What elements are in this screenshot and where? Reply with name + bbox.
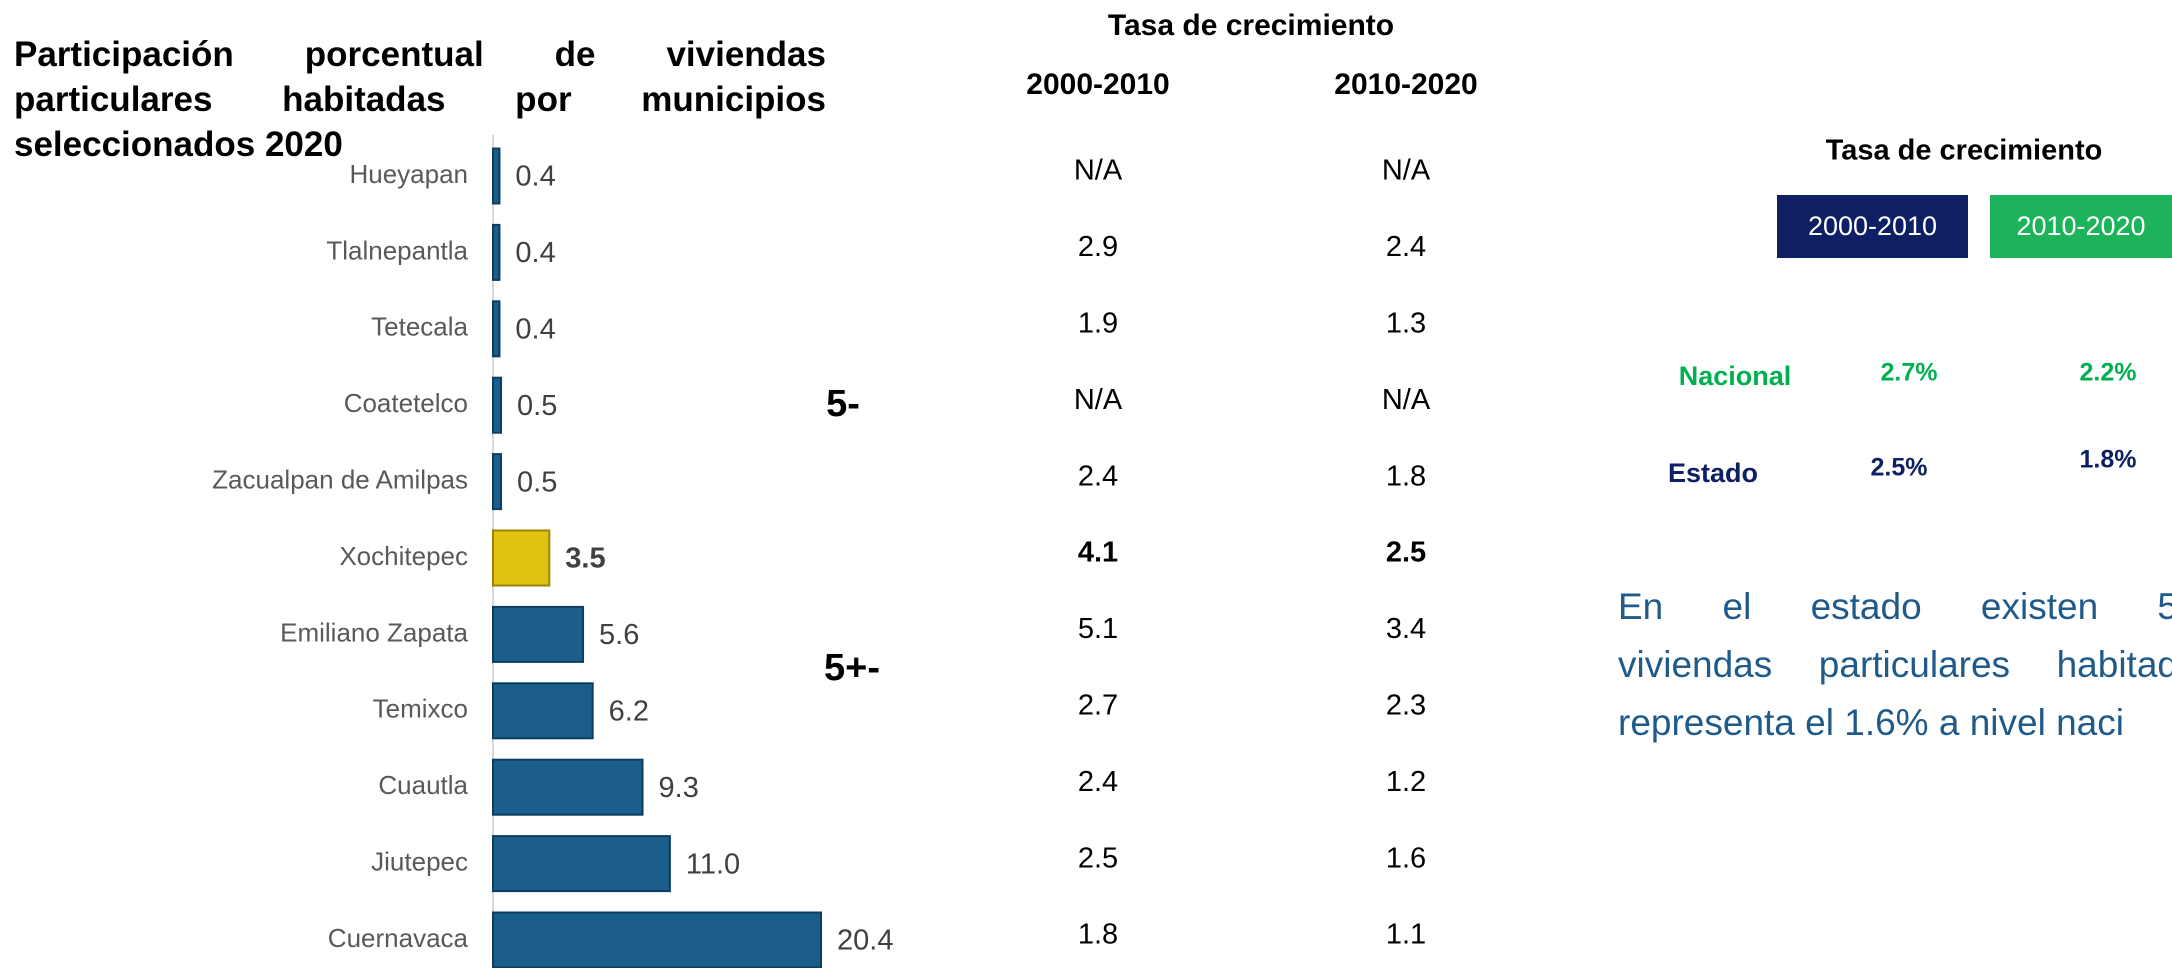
table-title: Tasa de crecimiento — [1108, 9, 1394, 42]
category-label: Coatetelco — [344, 388, 468, 418]
category-label: Cuautla — [378, 770, 468, 800]
table-cell: 2.4 — [1078, 460, 1118, 492]
table-cell: 4.1 — [1078, 537, 1118, 569]
annotation: 5- — [826, 383, 860, 425]
category-label: Tlalnepantla — [326, 235, 468, 265]
summary-value: 1.8% — [2080, 446, 2137, 474]
table-cell: N/A — [1382, 155, 1431, 187]
table-cell: N/A — [1382, 384, 1431, 416]
table-cell: 2.4 — [1386, 231, 1426, 263]
bar — [492, 223, 501, 281]
value-label: 0.4 — [515, 313, 555, 345]
summary-value: 2.2% — [2080, 359, 2137, 387]
category-label: Cuernavaca — [328, 923, 469, 953]
value-label: 6.2 — [609, 695, 649, 727]
value-label: 0.5 — [517, 390, 557, 422]
bar — [492, 682, 594, 740]
note-line: viviendas particulares habitad — [1618, 644, 2172, 685]
table-cell: N/A — [1074, 384, 1123, 416]
row-label: Nacional — [1679, 361, 1792, 391]
table-cell: 1.6 — [1386, 842, 1426, 874]
note-line: representa el 1.6% a nivel naci — [1618, 702, 2124, 743]
bar — [492, 605, 585, 663]
value-label: 0.4 — [515, 161, 555, 193]
table-cell: 1.1 — [1386, 919, 1426, 951]
category-label: Jiutepec — [371, 846, 468, 876]
table-cell: 2.5 — [1386, 537, 1426, 569]
table-cell: 1.2 — [1386, 766, 1426, 798]
table-cell: 3.4 — [1386, 613, 1426, 645]
bar — [492, 835, 671, 893]
summary-value: 2.5% — [1871, 454, 1928, 482]
category-label: Hueyapan — [349, 159, 468, 189]
value-label: 9.3 — [659, 772, 699, 804]
column-header: 2010-2020 — [1334, 68, 1477, 101]
value-label: 11.0 — [686, 848, 740, 880]
legend-box: 2000-2010 — [1777, 195, 1968, 258]
category-label: Xochitepec — [339, 541, 468, 571]
bar — [492, 758, 644, 816]
summary-title: Tasa de crecimiento — [1826, 135, 2103, 167]
value-label: 0.4 — [515, 237, 555, 269]
bar — [492, 376, 503, 434]
table-cell: 1.8 — [1078, 919, 1118, 951]
table-cell: 2.5 — [1078, 842, 1118, 874]
annotation: 5+- — [824, 647, 880, 689]
value-label: 20.4 — [837, 925, 893, 957]
table-cell: 2.7 — [1078, 689, 1118, 721]
bar — [492, 147, 501, 205]
bar — [492, 300, 501, 358]
summary-value: 2.7% — [1881, 359, 1938, 387]
category-label: Temixco — [373, 694, 468, 724]
bar — [492, 911, 822, 968]
table-cell: 2.9 — [1078, 231, 1118, 263]
legend-box: 2010-2020 — [1990, 195, 2172, 258]
bar — [492, 453, 503, 511]
category-label: Emiliano Zapata — [280, 617, 468, 647]
category-label: Tetecala — [371, 312, 468, 342]
value-label: 5.6 — [599, 619, 639, 651]
value-label: 3.5 — [565, 543, 605, 575]
table-cell: 2.3 — [1386, 689, 1426, 721]
row-label: Estado — [1668, 458, 1758, 488]
bar — [492, 529, 551, 587]
chart-title: Participación porcentual de viviendas pa… — [14, 35, 826, 164]
note-line: En el estado existen 5 — [1618, 586, 2172, 627]
table-cell: N/A — [1074, 155, 1123, 187]
table-cell: 1.3 — [1386, 307, 1426, 339]
table-cell: 1.9 — [1078, 307, 1118, 339]
table-cell: 2.4 — [1078, 766, 1118, 798]
column-header: 2000-2010 — [1026, 68, 1169, 101]
value-label: 0.5 — [517, 466, 557, 498]
table-cell: 1.8 — [1386, 460, 1426, 492]
category-label: Zacualpan de Amilpas — [212, 464, 468, 494]
table-cell: 5.1 — [1078, 613, 1118, 645]
